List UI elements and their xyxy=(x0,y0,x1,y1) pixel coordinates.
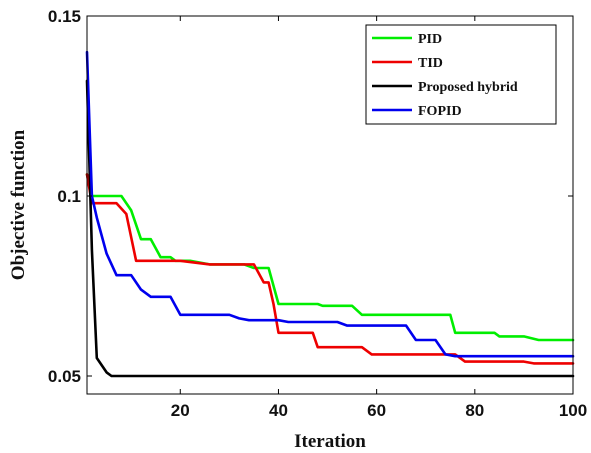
axis-ticks: 20 40 60 80 100 0.05 0.1 0.15 xyxy=(48,7,587,420)
y-axis-label: Objective function xyxy=(8,129,29,280)
x-tick-label: 20 xyxy=(171,401,190,420)
x-axis-label: Iteration xyxy=(294,431,366,452)
legend-label-proposed-hybrid: Proposed hybrid xyxy=(418,80,518,95)
x-tick-label: 60 xyxy=(367,401,386,420)
series-line-fopid xyxy=(85,50,575,358)
legend-label-tid: TID xyxy=(418,56,443,71)
y-tick-label: 0.15 xyxy=(48,7,81,26)
legend: PID TID Proposed hybrid FOPID xyxy=(365,24,557,125)
x-tick-label: 40 xyxy=(269,401,288,420)
series-line-proposed-hybrid xyxy=(85,79,575,378)
legend-label-fopid: FOPID xyxy=(418,104,462,119)
x-tick-label: 80 xyxy=(465,401,484,420)
y-tick-label: 0.1 xyxy=(57,187,81,206)
y-tick-label: 0.05 xyxy=(48,367,81,386)
legend-box xyxy=(365,24,557,125)
plot-frame xyxy=(86,15,574,395)
legend-label-pid: PID xyxy=(418,32,442,47)
plot-area xyxy=(85,50,575,378)
x-tick-label: 100 xyxy=(559,401,587,420)
